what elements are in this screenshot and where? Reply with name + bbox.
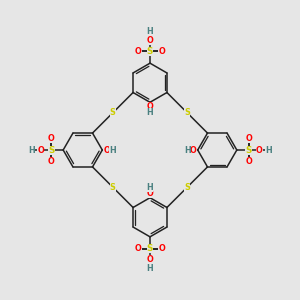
Text: S: S xyxy=(110,108,116,117)
Text: S: S xyxy=(48,146,55,154)
Text: H: H xyxy=(28,146,35,154)
Text: H: H xyxy=(147,183,153,192)
Text: O: O xyxy=(38,146,44,154)
Text: O: O xyxy=(48,157,55,166)
Text: O: O xyxy=(147,102,153,111)
Text: H: H xyxy=(147,108,153,117)
Text: O: O xyxy=(103,146,110,154)
Text: S: S xyxy=(110,183,116,192)
Text: O: O xyxy=(135,244,142,253)
Text: S: S xyxy=(147,244,153,253)
Text: H: H xyxy=(109,146,116,154)
Text: O: O xyxy=(158,47,165,56)
Text: H: H xyxy=(184,146,191,154)
Text: S: S xyxy=(245,146,252,154)
Text: O: O xyxy=(245,134,252,143)
Text: H: H xyxy=(147,27,153,36)
Text: O: O xyxy=(190,146,197,154)
Text: H: H xyxy=(147,264,153,273)
Text: O: O xyxy=(245,157,252,166)
Text: O: O xyxy=(135,47,142,56)
Text: S: S xyxy=(184,183,190,192)
Text: S: S xyxy=(147,47,153,56)
Text: O: O xyxy=(147,189,153,198)
Text: S: S xyxy=(184,108,190,117)
Text: O: O xyxy=(256,146,262,154)
Text: O: O xyxy=(147,255,153,264)
Text: O: O xyxy=(147,36,153,45)
Text: O: O xyxy=(158,244,165,253)
Text: H: H xyxy=(265,146,272,154)
Text: O: O xyxy=(48,134,55,143)
